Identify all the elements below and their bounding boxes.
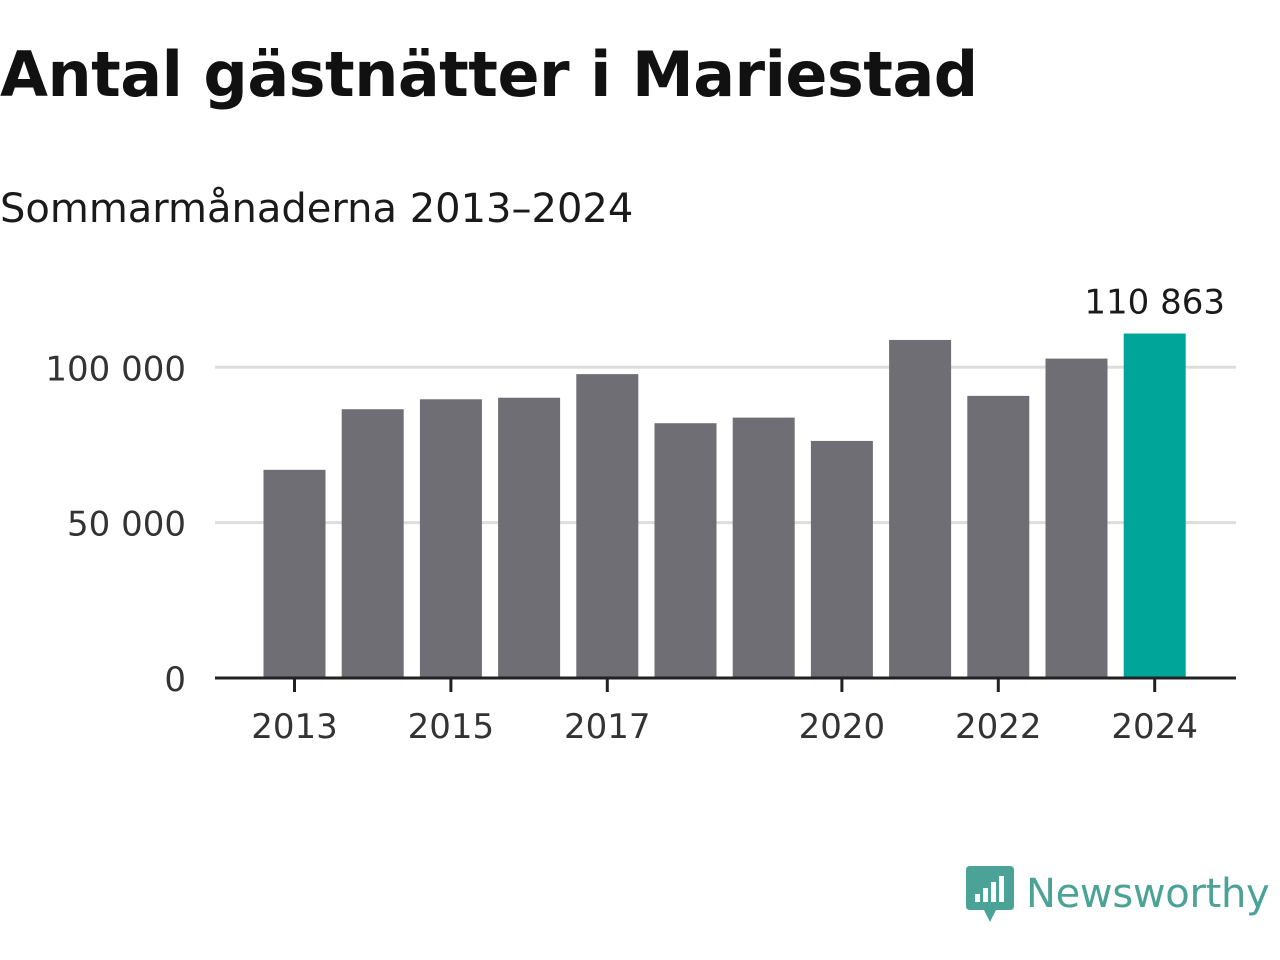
x-tick-label: 2024 bbox=[1111, 707, 1198, 747]
bar-2016 bbox=[498, 397, 561, 678]
y-axis-ticks: 0 50 000 100 000 bbox=[45, 349, 186, 700]
bar-2022 bbox=[967, 395, 1030, 678]
brand-logo: Newsworthy bbox=[964, 864, 1270, 924]
bar-2024 bbox=[1123, 333, 1186, 678]
x-tick-label: 2013 bbox=[251, 707, 338, 747]
bar-2013 bbox=[263, 469, 326, 678]
x-tick-label: 2020 bbox=[799, 707, 886, 747]
x-tick-label: 2017 bbox=[564, 707, 651, 747]
data-labels: 110 863 bbox=[1084, 283, 1225, 323]
chart-title: Antal gästnätter i Mariestad bbox=[0, 38, 978, 111]
data-label: 110 863 bbox=[1084, 283, 1225, 323]
bars bbox=[263, 333, 1186, 678]
y-tick-label: 0 bbox=[164, 660, 186, 700]
newsworthy-logo-icon bbox=[966, 866, 1014, 922]
chart-subtitle: Sommarmånaderna 2013–2024 bbox=[0, 186, 634, 232]
bar-2018 bbox=[654, 423, 717, 678]
brand-name: Newsworthy bbox=[1026, 871, 1270, 917]
bar-2023 bbox=[1045, 358, 1108, 678]
x-tick-label: 2022 bbox=[955, 707, 1042, 747]
bar-2019 bbox=[732, 417, 795, 678]
bar-2014 bbox=[341, 409, 404, 678]
x-axis: 2013 2015 2017 2020 2022 2024 bbox=[215, 676, 1236, 747]
bar-2021 bbox=[889, 339, 952, 678]
bar-2017 bbox=[576, 374, 639, 678]
bar-2020 bbox=[810, 440, 873, 678]
y-tick-label: 100 000 bbox=[45, 349, 186, 389]
x-tick-label: 2015 bbox=[408, 707, 495, 747]
bar-2015 bbox=[419, 399, 482, 678]
y-tick-label: 50 000 bbox=[67, 505, 186, 545]
